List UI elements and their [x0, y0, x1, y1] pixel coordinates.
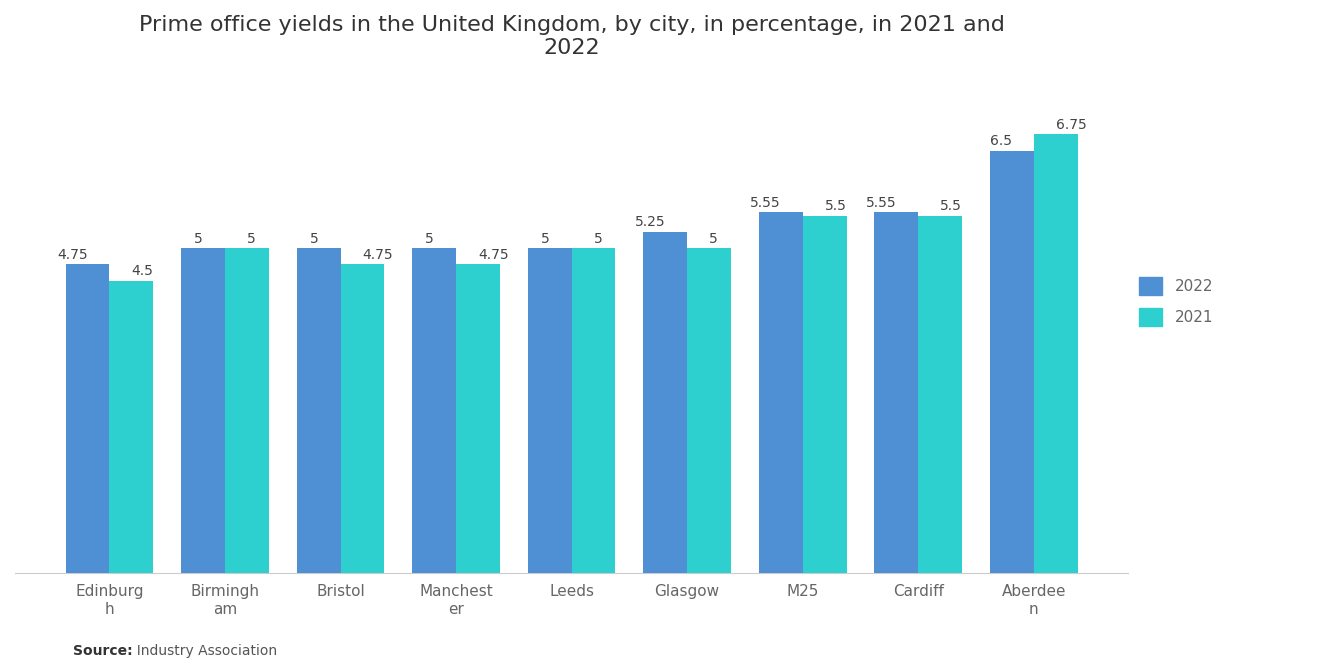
Bar: [457, 265, 500, 573]
Bar: [1034, 134, 1077, 573]
Text: 5.5: 5.5: [825, 199, 846, 213]
Bar: [759, 212, 803, 573]
Text: 5: 5: [594, 231, 602, 245]
Text: 6.5: 6.5: [990, 134, 1011, 148]
Text: 5: 5: [247, 231, 256, 245]
Text: 5.25: 5.25: [635, 215, 665, 229]
Legend: 2022, 2021: 2022, 2021: [1131, 269, 1221, 334]
Text: 5.5: 5.5: [940, 199, 962, 213]
Text: 5: 5: [194, 231, 203, 245]
Text: 4.75: 4.75: [57, 248, 87, 262]
Text: 4.75: 4.75: [478, 248, 508, 262]
Bar: [412, 248, 457, 573]
Bar: [803, 215, 846, 573]
Text: 5: 5: [310, 231, 318, 245]
Bar: [66, 265, 110, 573]
Text: 5.55: 5.55: [866, 196, 896, 210]
Text: 5: 5: [541, 231, 549, 245]
Bar: [919, 215, 962, 573]
Bar: [297, 248, 341, 573]
Text: 5: 5: [709, 231, 718, 245]
Text: 4.5: 4.5: [132, 264, 153, 278]
Bar: [572, 248, 615, 573]
Bar: [990, 151, 1034, 573]
Bar: [341, 265, 384, 573]
Text: 5: 5: [425, 231, 434, 245]
Title: Prime office yields in the United Kingdom, by city, in percentage, in 2021 and
2: Prime office yields in the United Kingdo…: [139, 15, 1005, 59]
Text: Source:: Source:: [73, 644, 132, 658]
Text: 6.75: 6.75: [1056, 118, 1086, 132]
Bar: [528, 248, 572, 573]
Bar: [688, 248, 731, 573]
Text: 4.75: 4.75: [363, 248, 393, 262]
Bar: [110, 281, 153, 573]
Bar: [643, 232, 688, 573]
Bar: [874, 212, 919, 573]
Text: 5.55: 5.55: [750, 196, 780, 210]
Bar: [224, 248, 269, 573]
Bar: [181, 248, 224, 573]
Text: Industry Association: Industry Association: [128, 644, 277, 658]
